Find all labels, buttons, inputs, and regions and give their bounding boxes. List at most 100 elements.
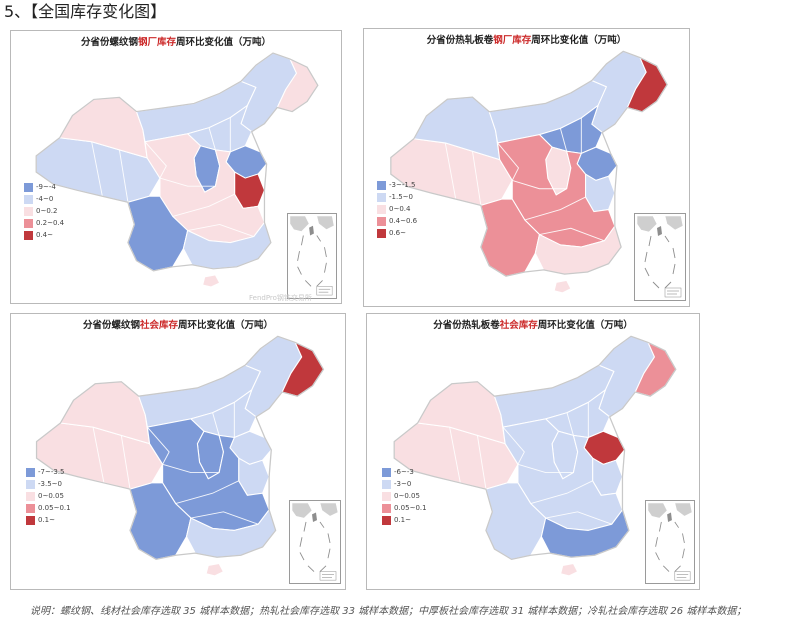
legend-item: 0~0.4 <box>376 203 417 215</box>
legend-item: -6~-3 <box>381 466 427 478</box>
legend-item: -7~-3.5 <box>25 466 71 478</box>
panel-title-highlight: 社会库存 <box>499 320 538 331</box>
legend-swatch <box>25 502 36 514</box>
panel-title: 分省份热轧板卷社会库存周环比变化值（万吨） <box>367 317 699 331</box>
legend-item: 0.4~ <box>23 229 64 241</box>
panel-title: 分省份螺纹钢钢厂库存周环比变化值（万吨） <box>11 34 341 48</box>
legend-label: -3~-1.5 <box>389 181 416 189</box>
legend-label: -4~0 <box>36 195 54 203</box>
legend-swatch <box>25 478 36 490</box>
legend-swatch <box>381 466 392 478</box>
country-outline <box>35 52 319 272</box>
legend-label: 0.4~0.6 <box>389 217 418 225</box>
legend-item: -3~-1.5 <box>376 179 417 191</box>
legend-label: -1.5~0 <box>389 193 413 201</box>
country-outline <box>393 335 677 561</box>
legend-swatch <box>376 191 387 203</box>
map-legend: -9~-4 -4~0 0~0.2 0.2~0.4 0.4~ <box>23 181 64 241</box>
section-title: 5、【全国库存变化图】 <box>4 2 167 21</box>
legend-swatch <box>381 478 392 490</box>
legend-label: 0~0.05 <box>394 492 420 500</box>
legend-label: 0~0.05 <box>38 492 64 500</box>
legend-label: -3~0 <box>394 480 412 488</box>
legend-swatch <box>23 205 34 217</box>
map-panel-hrc-mill: 分省份热轧板卷钢厂库存周环比变化值（万吨） -3~-1.5 -1.5~0 0~0.4 0… <box>363 28 690 307</box>
panel-title-highlight: 钢厂库存 <box>137 37 176 48</box>
province-borders <box>444 117 605 242</box>
legend-label: 0.2~0.4 <box>36 219 65 227</box>
legend-swatch <box>381 490 392 502</box>
legend-swatch <box>25 490 36 502</box>
china-choropleth-map <box>35 335 325 577</box>
panel-title-suffix: 周环比变化值（万吨） <box>531 35 627 46</box>
panel-title-highlight: 钢厂库存 <box>493 35 532 46</box>
south-china-sea-inset <box>645 500 695 584</box>
country-outline <box>390 50 668 277</box>
legend-item: 0.1~ <box>25 514 71 526</box>
panel-title-prefix: 分省份热轧板卷 <box>433 320 500 331</box>
country-outline <box>35 335 325 561</box>
province-borders <box>449 402 612 525</box>
south-china-sea-inset <box>289 500 341 584</box>
legend-label: 0.05~0.1 <box>394 504 427 512</box>
legend-label: 0.4~ <box>36 231 53 239</box>
footnote: 说明：螺纹钢、线材社会库存选取 35 城样本数据；热轧社会库存选取 33 城样本… <box>30 606 747 617</box>
region-hainan <box>205 562 225 577</box>
legend-swatch <box>23 217 34 229</box>
legend-item: -3~0 <box>381 478 427 490</box>
panel-title-suffix: 周环比变化值（万吨） <box>176 37 272 48</box>
china-choropleth-map <box>35 52 319 288</box>
panel-title-prefix: 分省份螺纹钢 <box>82 320 140 331</box>
legend-swatch <box>381 502 392 514</box>
map-panel-rebar-mill: 分省份螺纹钢钢厂库存周环比变化值（万吨） -9~-4 -4~0 0~0.2 0.2~0.… <box>10 30 342 304</box>
panel-title-prefix: 分省份螺纹钢 <box>80 37 138 48</box>
legend-swatch <box>376 203 387 215</box>
legend-item: 0.6~ <box>376 227 417 239</box>
legend-item: 0.4~0.6 <box>376 215 417 227</box>
legend-swatch <box>23 181 34 193</box>
province-borders <box>91 117 254 237</box>
panel-title-prefix: 分省份热轧板卷 <box>426 35 494 46</box>
south-china-sea-inset <box>634 213 686 301</box>
legend-item: -3.5~0 <box>25 478 71 490</box>
south-china-sea-inset <box>287 213 337 299</box>
legend-swatch <box>376 179 387 191</box>
legend-swatch <box>25 514 36 526</box>
region-hainan <box>202 274 221 288</box>
legend-label: -3.5~0 <box>38 480 62 488</box>
province-borders <box>92 402 259 525</box>
legend-swatch <box>381 514 392 526</box>
legend-item: -1.5~0 <box>376 191 417 203</box>
map-panel-hrc-social: 分省份热轧板卷社会库存周环比变化值（万吨） -6~-3 -3~0 0~0.05 0.05… <box>366 313 700 590</box>
region-hainan <box>553 279 572 294</box>
legend-item: 0~0.2 <box>23 205 64 217</box>
legend-swatch <box>25 466 36 478</box>
legend-label: -9~-4 <box>36 183 56 191</box>
legend-swatch <box>376 215 387 227</box>
legend-item: 0.05~0.1 <box>25 502 71 514</box>
legend-item: -9~-4 <box>23 181 64 193</box>
legend-swatch <box>376 227 387 239</box>
map-legend: -6~-3 -3~0 0~0.05 0.05~0.1 0.1~ <box>381 466 427 526</box>
panel-title: 分省份热轧板卷钢厂库存周环比变化值（万吨） <box>364 32 689 46</box>
panel-title: 分省份螺纹钢社会库存周环比变化值（万吨） <box>11 317 345 331</box>
china-choropleth-map <box>390 50 668 294</box>
china-choropleth-map <box>393 335 677 577</box>
legend-item: 0~0.05 <box>25 490 71 502</box>
legend-label: 0~0.2 <box>36 207 58 215</box>
legend-label: 0.1~ <box>394 516 411 524</box>
panel-title-highlight: 社会库存 <box>139 320 178 331</box>
region-hainan <box>560 562 579 577</box>
legend-item: 0.05~0.1 <box>381 502 427 514</box>
legend-swatch <box>23 229 34 241</box>
legend-swatch <box>23 193 34 205</box>
panel-title-suffix: 周环比变化值（万吨） <box>537 320 633 331</box>
legend-item: 0.1~ <box>381 514 427 526</box>
legend-item: 0~0.05 <box>381 490 427 502</box>
legend-item: -4~0 <box>23 193 64 205</box>
legend-label: -7~-3.5 <box>38 468 65 476</box>
legend-label: 0~0.4 <box>389 205 411 213</box>
map-panel-rebar-social: 分省份螺纹钢社会库存周环比变化值（万吨） -7~-3.5 -3.5~0 0~0.05 0… <box>10 313 346 590</box>
legend-label: 0.05~0.1 <box>38 504 71 512</box>
panel-title-suffix: 周环比变化值（万吨） <box>178 320 274 331</box>
